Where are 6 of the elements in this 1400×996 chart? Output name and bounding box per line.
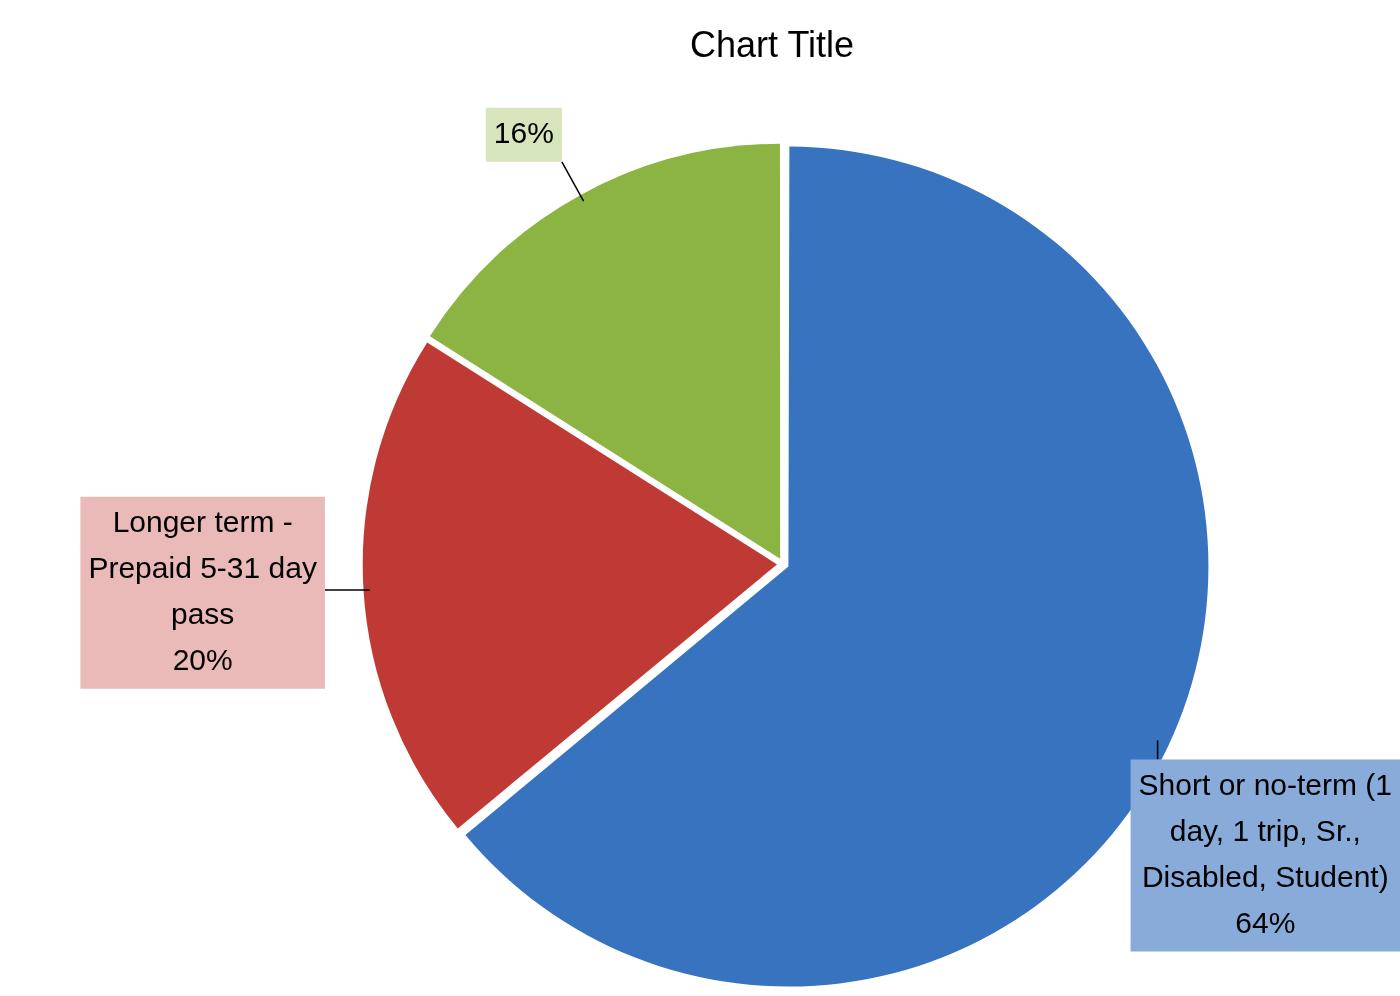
slice-label: Short or no-term (1 day, 1 trip, Sr., Disabled, Student) (1138, 767, 1392, 893)
data-label: 64% (1235, 905, 1296, 939)
data-label: 16% (493, 116, 554, 150)
chart-title: Chart Title (690, 23, 855, 65)
data-label: 20% (172, 643, 233, 677)
slice-label: Longer term - Prepaid 5-31 day pass (88, 505, 317, 631)
